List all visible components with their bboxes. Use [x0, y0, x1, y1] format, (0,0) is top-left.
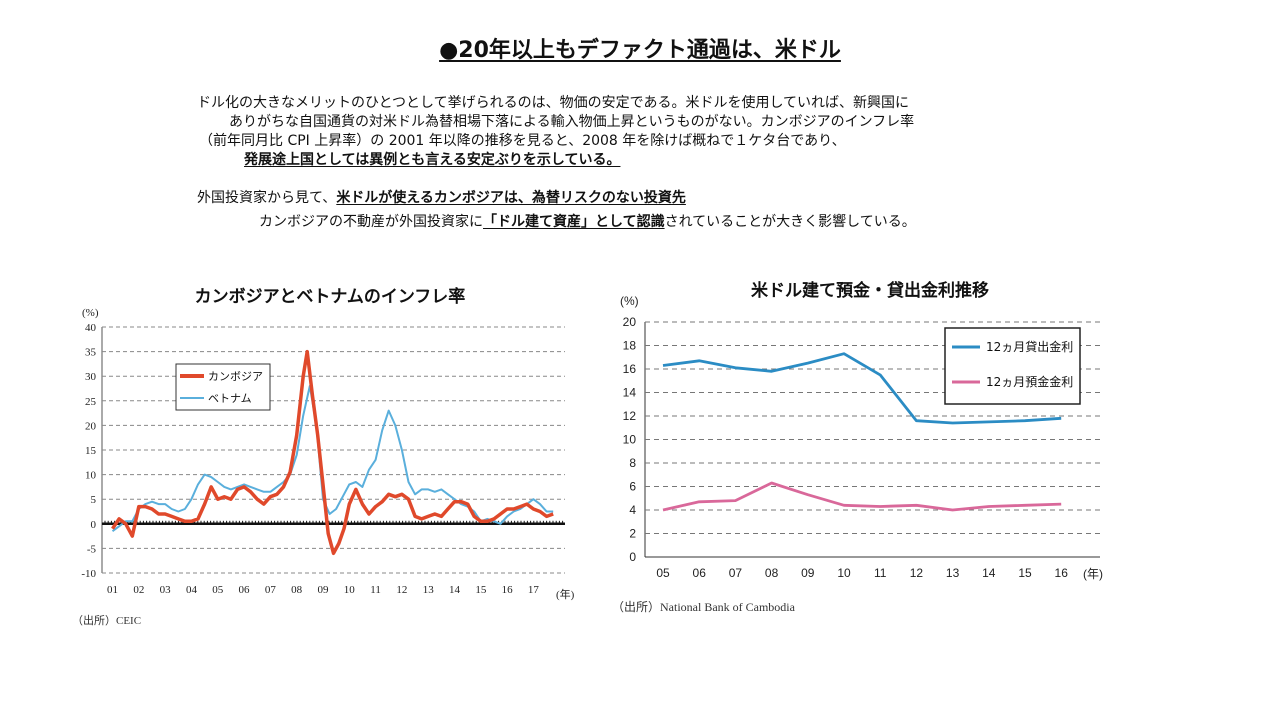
paragraph-2-line-2-prefix: カンボジアの不動産が外国投資家に — [259, 214, 483, 230]
paragraph-2-line-2-suffix: されていることが大きく影響している。 — [664, 214, 916, 230]
chart-2-y-tick-label: 4 — [629, 503, 636, 517]
chart-2-x-tick-label: 08 — [765, 566, 779, 580]
chart-2-x-tick-label: 11 — [874, 566, 887, 580]
chart-1-y-tick-label: -10 — [81, 568, 96, 580]
chart-1-x-tick-label: 06 — [239, 584, 251, 596]
chart-1-x-tick-label: 04 — [186, 584, 198, 596]
chart-2-legend: 12ヵ月貸出金利 12ヵ月預金金利 — [944, 327, 1081, 405]
chart-1-legend: カンボジア ベトナム — [175, 363, 271, 411]
chart-2-x-tick-label: 09 — [801, 566, 815, 580]
chart-1-x-tick-label: 15 — [475, 584, 487, 596]
chart-1-y-tick-label: 30 — [85, 371, 97, 383]
chart-2-legend-label-deposit: 12ヵ月預金金利 — [986, 374, 1073, 389]
chart-1-series-cambodia — [111, 349, 554, 556]
chart-1-y-tick-label: 20 — [85, 420, 97, 432]
chart-1-y-tick-label: 35 — [85, 347, 97, 359]
slide-title: ●20年以上もデファクト通過は、米ドル — [0, 32, 1280, 64]
chart-1-x-tick-label: 17 — [528, 584, 540, 596]
chart-1-legend-label-cambodia: カンボジア — [208, 370, 263, 383]
chart-2-x-tick-label: 13 — [946, 566, 960, 580]
chart-2-series-lending-rate — [662, 352, 1062, 425]
chart-2-y-tick-label: 2 — [629, 527, 636, 541]
chart-1-inflation: (%) (年) 40 35 30 25 20 15 10 5 0 -5 -10 01 02 03 04 05… — [81, 307, 575, 601]
chart-1-legend-label-vietnam: ベトナム — [208, 392, 252, 405]
chart-2-y-tick-label: 0 — [629, 550, 636, 564]
paragraph-1-line-4: 発展途上国としては異例とも言える安定ぶりを示している。 — [244, 152, 621, 168]
chart-1-x-tick-label: 16 — [502, 584, 514, 596]
chart-2-y-tick-label: 14 — [623, 386, 637, 400]
chart-1-x-tick-label: 02 — [133, 584, 144, 596]
chart-1-x-tick-label: 12 — [396, 584, 407, 596]
paragraph-1-line-3: （前年同月比 CPI 上昇率）の 2001 年以降の推移を見ると、2008 年を… — [199, 133, 846, 149]
paragraph-1-line-1: ドル化の大きなメリットのひとつとして挙げられるのは、物価の安定である。米ドルを使… — [197, 95, 910, 111]
paragraph-2-line-1: 外国投資家から見て、米ドルが使えるカンボジアは、為替リスクのない投資先 — [197, 189, 686, 208]
chart-1-x-tick-label: 03 — [160, 584, 172, 596]
paragraph-2-line-1-emphasis: 米ドルが使えるカンボジアは、為替リスクのない投資先 — [336, 190, 686, 206]
chart-1-y-tick-label: 15 — [85, 445, 97, 457]
chart-2-x-tick-label: 14 — [982, 566, 996, 580]
chart-2-x-tick-label: 12 — [910, 566, 924, 580]
chart-2-y-tick-label: 8 — [629, 456, 636, 470]
chart-2-legend-box — [944, 327, 1081, 405]
paragraph-2-line-2-emphasis: 「ドル建て資産」として認識 — [483, 214, 665, 230]
chart-2-x-tick-label: 16 — [1055, 566, 1069, 580]
chart-1-y-tick-label: 25 — [85, 396, 97, 408]
chart-2-y-tick-label: 12 — [623, 409, 637, 423]
chart-1-x-tick-label: 11 — [370, 584, 381, 596]
chart-1-x-tick-label: 01 — [107, 584, 118, 596]
slide-title-text: ●20年以上もデファクト通過は、米ドル — [439, 38, 841, 63]
chart-1-x-tick-label: 13 — [423, 584, 435, 596]
chart-1-x-unit: (年) — [556, 587, 575, 601]
chart-1-x-tick-label: 08 — [291, 584, 303, 596]
chart-2-y-unit: (%) — [620, 294, 639, 308]
chart-2-y-tick-label: 10 — [623, 433, 637, 447]
chart-2-legend-label-lending: 12ヵ月貸出金利 — [986, 339, 1073, 354]
chart-1-y-tick-label: 40 — [85, 322, 97, 334]
chart-1-y-tick-label: 10 — [85, 470, 97, 482]
chart-2-x-unit: (年) — [1083, 567, 1103, 581]
chart-1-x-tick-label: 07 — [265, 584, 277, 596]
paragraph-1-line-2: ありがちな自国通貨の対米ドル為替相場下落による輸入物価上昇というものがない。カン… — [229, 114, 915, 130]
chart-2-series-deposit-rate — [662, 481, 1062, 512]
chart-2-y-tick-label: 16 — [623, 362, 637, 376]
chart-2-x-tick-label: 10 — [837, 566, 851, 580]
paragraph-2-line-1-prefix: 外国投資家から見て、 — [197, 190, 337, 206]
chart-2-y-tick-label: 20 — [623, 315, 637, 329]
chart-1-y-tick-label: -5 — [87, 543, 97, 555]
chart-2-source: （出所）National Bank of Cambodia — [612, 600, 795, 614]
chart-1-y-tick-label: 0 — [91, 519, 97, 531]
chart-2-x-tick-label: 05 — [656, 566, 670, 580]
chart-1-x-tick-label: 10 — [344, 584, 356, 596]
chart-2-title: 米ドル建て預金・貸出金利推移 — [751, 281, 989, 301]
chart-2-y-tick-label: 6 — [629, 480, 636, 494]
chart-2-y-tick-label: 18 — [623, 339, 637, 353]
paragraph-2-line-2: カンボジアの不動産が外国投資家に「ドル建て資産」として認識されていることが大きく… — [259, 213, 916, 232]
chart-2-x-tick-label: 07 — [729, 566, 743, 580]
chart-1-x-tick-label: 05 — [212, 584, 224, 596]
chart-1-y-tick-label: 5 — [91, 494, 97, 506]
chart-1-x-tick-label: 14 — [449, 584, 461, 596]
chart-1-legend-box — [175, 363, 271, 411]
chart-1-x-tick-label: 09 — [317, 584, 329, 596]
chart-1-y-unit: (%) — [82, 307, 99, 319]
chart-1-source: （出所）CEIC — [72, 615, 142, 627]
chart-2-x-tick-label: 15 — [1018, 566, 1032, 580]
chart-2-x-tick-label: 06 — [693, 566, 707, 580]
chart-1-title: カンボジアとベトナムのインフレ率 — [194, 287, 466, 307]
